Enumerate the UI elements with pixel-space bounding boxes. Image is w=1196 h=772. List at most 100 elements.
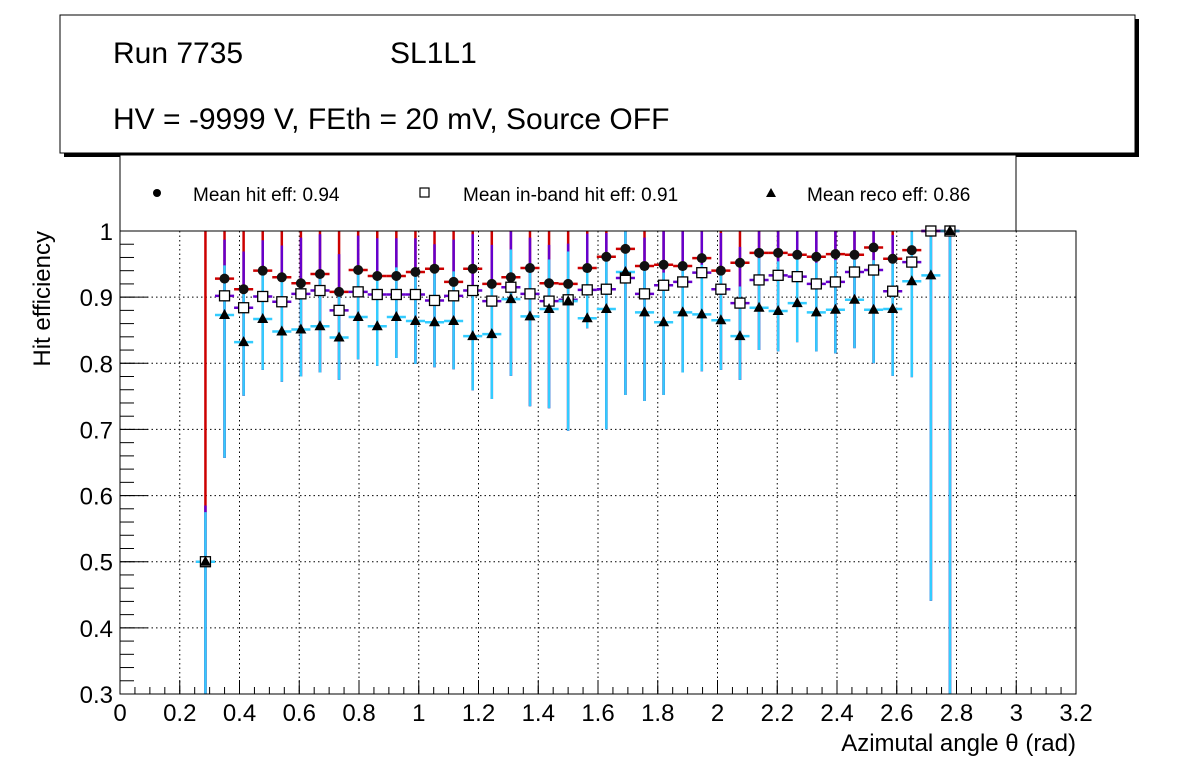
reco-point [677,306,689,317]
reco-point [429,316,441,327]
hit-point [486,278,497,289]
run-label: Run 7735 [113,37,243,70]
inband-point [906,256,918,268]
hit-point [773,247,784,258]
hit-point [887,253,898,264]
hit-point [391,270,402,281]
hit-point [257,265,268,276]
inband-point [371,288,383,301]
y-tick-labels: 0.3 0.4 0.5 0.6 0.7 0.8 0.9 1 [80,219,113,709]
y-tick-label: 0.6 [80,484,113,511]
inband-point [524,288,536,300]
legend-reco-label: Mean reco eff: 0.86 [807,185,970,206]
inband-point [753,274,765,286]
x-tick-label: 2.2 [761,700,794,727]
x-tick-label: 2.6 [880,700,913,727]
reco-point [887,303,899,314]
reco-point [199,555,211,566]
legend-inband-label: Mean in-band hit eff: 0.91 [463,185,678,206]
x-tick-label: 3 [1010,700,1023,727]
inband-point [409,288,422,301]
reco-point [658,316,670,327]
hit-point [544,278,555,289]
inband-point [677,276,689,288]
x-tick-label: 0.6 [283,700,316,727]
plot-frame [119,230,1077,695]
inband-point [867,264,880,276]
x-tick-label: 2.8 [940,700,973,727]
reco-point [753,301,765,312]
reco-point [581,312,593,323]
hit-point [524,263,535,274]
reco-point [944,225,956,235]
hit-point [353,265,364,276]
reco-point [639,306,651,317]
y-tick-label: 0.5 [80,550,113,577]
inband-point [505,281,517,293]
reco-point [219,309,231,320]
x-tick-label: 3.2 [1059,700,1092,727]
x-tick-label: 1.8 [641,700,674,727]
hit-point [563,278,574,289]
reco-point [849,293,861,304]
hit-point [868,242,879,253]
reco-point [257,312,269,323]
reco-point [619,266,631,277]
inband-point [887,285,899,297]
hit-point [677,261,688,272]
reco-point [505,293,517,304]
inband-point [848,266,861,278]
inband-point [715,283,727,295]
inband-point [772,269,784,281]
inband-point [333,304,345,317]
reco-point [696,308,708,319]
reco-point [314,320,326,331]
hit-point [849,249,860,260]
hit-point [238,284,249,295]
x-tick-label: 1.2 [462,700,495,727]
x-axis-title: Azimutal angle θ (rad) [841,730,1076,757]
reco-point [333,331,345,342]
hit-point [639,261,650,272]
hit-point [601,251,612,262]
inband-point [810,278,822,290]
title-box [59,14,1136,154]
reco-point [352,310,364,321]
y-axis-title: Hit efficiency [29,231,56,367]
hit-point [582,263,593,274]
inband-point [696,267,708,279]
x-tick-labels: 0 0.2 0.4 0.6 0.8 1 1.2 1.4 1.6 1.8 2 2.2 2.4 2.6 2.8 3… [113,700,1092,727]
y-tick-label: 0.3 [80,682,113,709]
hit-point [792,249,803,260]
hit-point [620,243,631,254]
hit-point [334,286,345,297]
hit-point [429,263,440,274]
inband-point [390,288,402,301]
x-tick-label: 1 [412,700,425,727]
hit-point [295,278,306,289]
reco-point [925,269,937,280]
conditions-label: HV = -9999 V, FEth = 20 mV, Source OFF [113,103,669,136]
y-tick-label: 0.4 [80,616,113,643]
hit-point [448,276,459,287]
reco-point [600,303,612,314]
y-tick-label: 0.8 [80,351,113,378]
y-tick-label: 0.7 [80,417,113,444]
reco-point [409,314,421,325]
inband-point [447,290,460,302]
x-tick-label: 2 [711,700,724,727]
y-tick-label: 0.9 [80,285,113,312]
inband-point [657,279,670,291]
reco-point [829,303,841,314]
hit-point [830,249,841,260]
inband-point [257,290,269,303]
reco-point [906,275,918,286]
hit-point [811,251,822,262]
inband-point [581,284,593,296]
inband-point [218,290,231,302]
reco-point [715,314,727,325]
inband-point [600,283,612,295]
reco-point [448,314,460,325]
inband-point [295,288,307,300]
